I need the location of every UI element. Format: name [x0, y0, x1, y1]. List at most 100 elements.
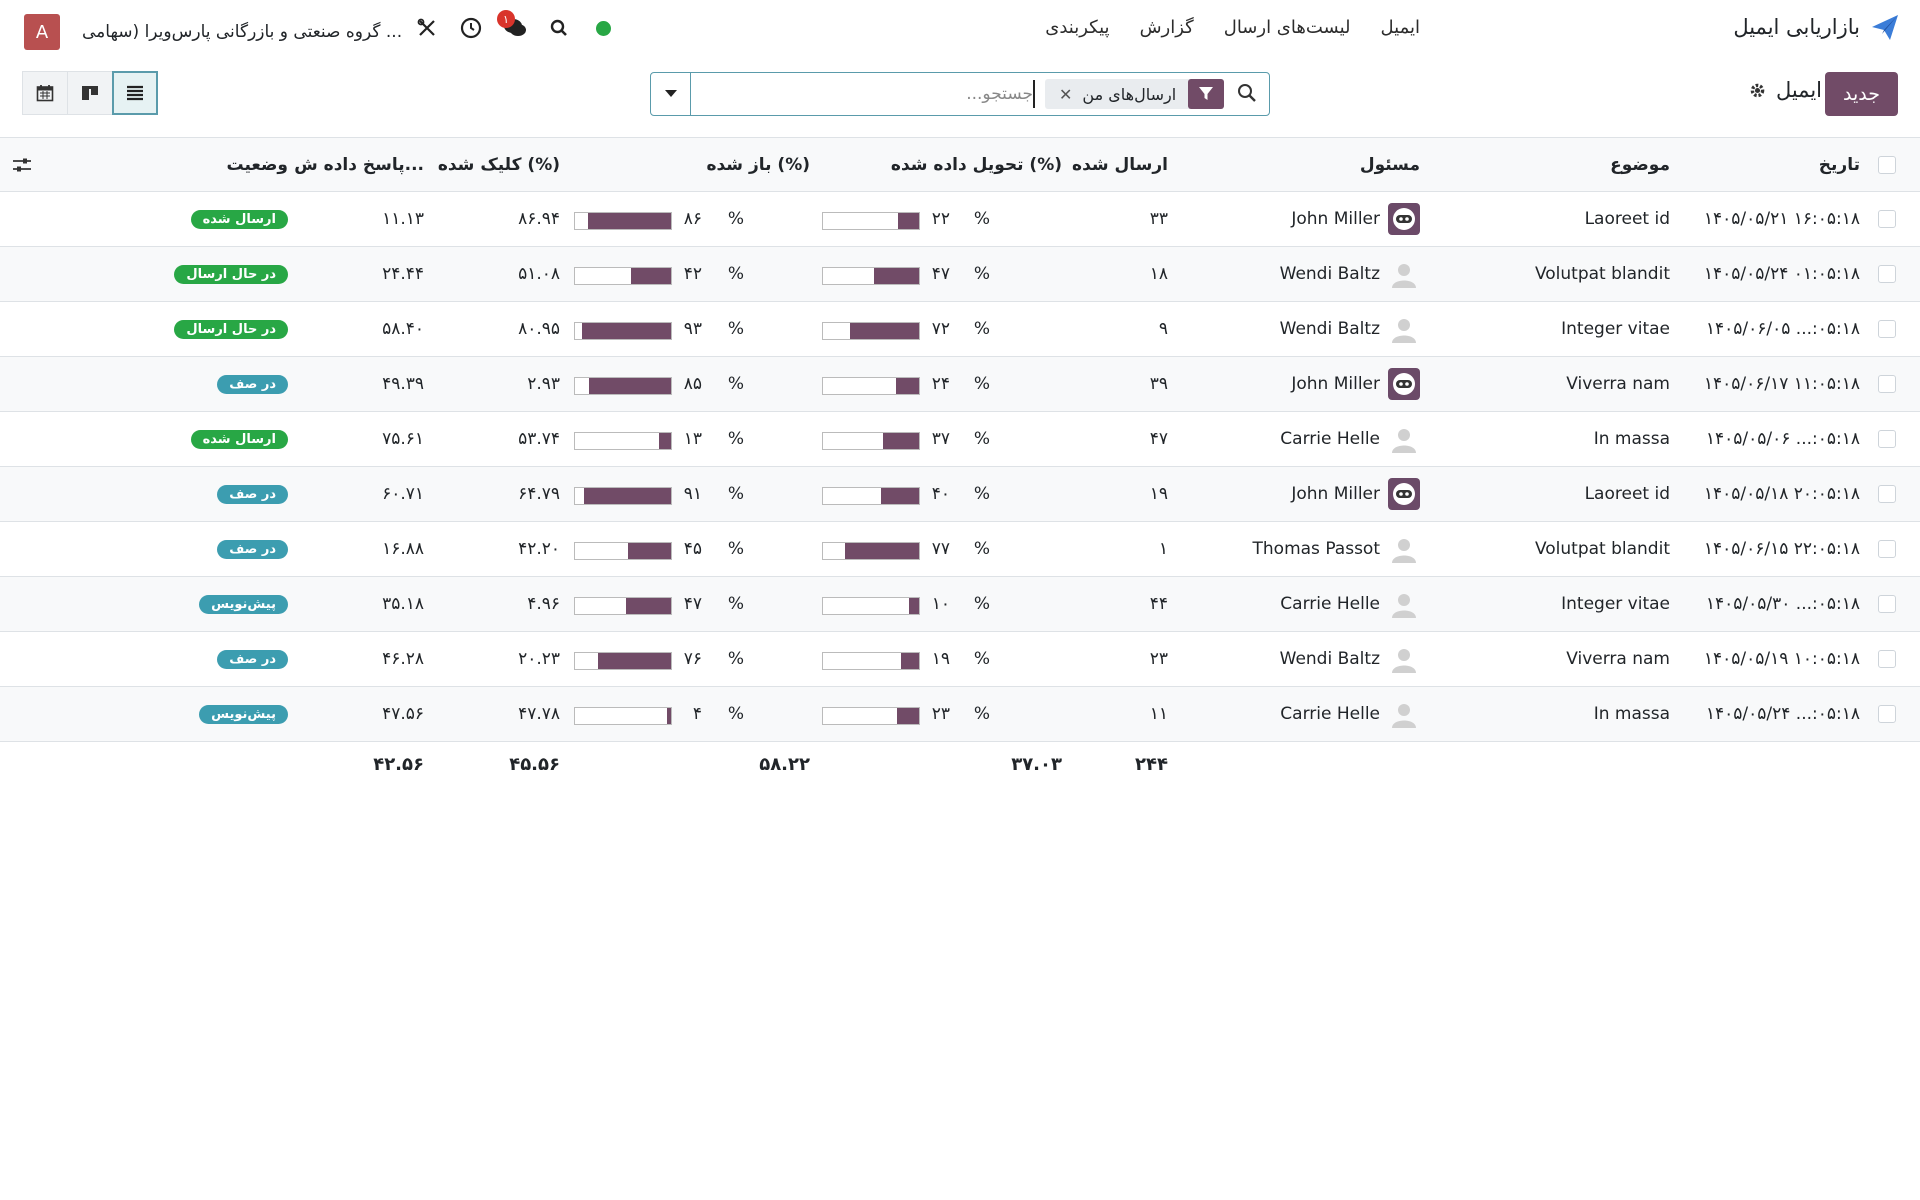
mailing-list-table: تاریخ موضوع مسئول ارسال شده تحویل داده ش…	[0, 138, 1920, 786]
row-checkbox[interactable]	[1878, 247, 1898, 301]
cell-opened-value: ۹۳	[683, 319, 702, 339]
col-header-subject[interactable]: موضوع	[1610, 154, 1670, 175]
table-row[interactable]: ۱۴۰۵/۰۶/۰۵ ...:۰۵:۱۸ Integer vitae Wendi B…	[0, 302, 1920, 357]
cell-subject: Laoreet id	[1584, 484, 1670, 504]
col-header-date[interactable]: تاریخ	[1818, 154, 1860, 175]
facet-remove-icon[interactable]: ✕	[1059, 84, 1073, 104]
table-row[interactable]: ۱۴۰۵/۰۵/۲۴ ...:۰۵:۱۸ In massa Carrie Helle…	[0, 687, 1920, 742]
cell-date: ۱۴۰۵/۰۵/۲۴ ۰۱:۰۵:۱۸	[1703, 264, 1860, 284]
main-menu: ایمیل لیست‌های ارسال گزارش پیکربندی	[1045, 17, 1420, 38]
table-row[interactable]: ۱۴۰۵/۰۶/۱۵ ۲۲:۰۵:۱۸ Volutpat blandit Thoma…	[0, 522, 1920, 577]
select-all-checkbox[interactable]	[1878, 138, 1898, 191]
table-row[interactable]: ۱۴۰۵/۰۵/۳۰ ...:۰۵:۱۸ Integer vitae Carrie …	[0, 577, 1920, 632]
search-input[interactable]	[695, 80, 1035, 108]
table-row[interactable]: ۱۴۰۵/۰۵/۰۶ ...:۰۵:۱۸ In massa Carrie Helle…	[0, 412, 1920, 467]
list-view-button[interactable]	[112, 71, 158, 115]
row-checkbox[interactable]	[1878, 192, 1898, 246]
responsible-name: John Miller	[1291, 209, 1380, 229]
search-dropdown-toggle[interactable]	[651, 73, 691, 115]
cell-date: ۱۴۰۵/۰۵/۳۰ ...:۰۵:۱۸	[1705, 594, 1860, 614]
cell-subject: In massa	[1593, 704, 1670, 724]
table-row[interactable]: ۱۴۰۵/۰۵/۲۱ ۱۶:۰۵:۱۸ Laoreet id John Miller…	[0, 192, 1920, 247]
cell-subject: Viverra nam	[1566, 649, 1670, 669]
search-button-icon[interactable]	[1237, 83, 1257, 108]
cell-sent: ۱۱	[1149, 704, 1168, 724]
cell-responsible: John Miller	[1291, 467, 1420, 521]
percent-sign: %	[973, 649, 990, 669]
menu-item-mailing-lists[interactable]: لیست‌های ارسال	[1223, 17, 1351, 38]
status-badge: پیش‌نویس	[199, 704, 288, 724]
cell-subject: Integer vitae	[1561, 594, 1670, 614]
app-brand[interactable]: بازاریابی ایمیل	[1733, 12, 1900, 42]
responsible-name: Wendi Baltz	[1279, 649, 1380, 669]
table-row[interactable]: ۱۴۰۵/۰۵/۲۴ ۰۱:۰۵:۱۸ Volutpat blandit Wendi…	[0, 247, 1920, 302]
cell-status: پیش‌نویس	[199, 687, 288, 741]
cell-sent: ۱۸	[1149, 264, 1168, 284]
cell-responsible: Carrie Helle	[1280, 577, 1420, 631]
row-checkbox[interactable]	[1878, 357, 1898, 411]
percent-sign: %	[973, 209, 990, 229]
cell-sent: ۱	[1158, 539, 1168, 559]
calendar-view-button[interactable]	[22, 71, 68, 115]
cell-replied: ۶۰.۷۱	[382, 484, 424, 504]
company-switcher[interactable]: گروه صنعتی و بازرگانی پارس‌ویرا (سهامی .…	[82, 22, 403, 42]
menu-item-reporting[interactable]: گزارش	[1139, 17, 1194, 38]
cell-delivered-value: ۱۹	[931, 649, 950, 669]
col-header-sent[interactable]: ارسال شده	[1072, 154, 1168, 175]
kanban-view-button[interactable]	[67, 71, 113, 115]
new-button[interactable]: جدید	[1825, 72, 1898, 116]
delivered-progress-fill	[895, 378, 919, 394]
control-panel: جدید ایمیل ارسال‌های من ✕	[0, 60, 1920, 138]
systray: ۱	[415, 10, 615, 40]
col-header-status[interactable]: وضعیت	[226, 154, 288, 175]
menu-item-email[interactable]: ایمیل	[1380, 17, 1420, 38]
cell-subject: Integer vitae	[1561, 319, 1670, 339]
tools-icon[interactable]	[415, 16, 439, 40]
total-replied: ۴۲.۵۶	[373, 753, 424, 775]
cell-sent: ۳۳	[1149, 209, 1168, 229]
percent-sign: %	[727, 649, 744, 669]
chat-icon[interactable]: ۱	[497, 10, 527, 40]
row-checkbox[interactable]	[1878, 577, 1898, 631]
delivered-progress-fill	[883, 433, 919, 449]
cell-opened-value: ۴۵	[683, 539, 702, 559]
col-header-responsible[interactable]: مسئول	[1359, 154, 1420, 175]
row-checkbox[interactable]	[1878, 302, 1898, 356]
row-checkbox[interactable]	[1878, 412, 1898, 466]
delivered-progress-bar	[822, 487, 920, 505]
row-checkbox[interactable]	[1878, 632, 1898, 686]
cell-subject: Volutpat blandit	[1534, 264, 1670, 284]
table-row[interactable]: ۱۴۰۵/۰۶/۱۷ ۱۱:۰۵:۱۸ Viverra nam John Mille…	[0, 357, 1920, 412]
opened-progress-fill	[589, 378, 671, 394]
cell-subject: Viverra nam	[1566, 374, 1670, 394]
cell-sent: ۱۹	[1149, 484, 1168, 504]
delivered-progress-bar	[822, 707, 920, 725]
cell-status: پیش‌نویس	[199, 577, 288, 631]
responsible-name: Thomas Passot	[1252, 539, 1380, 559]
percent-sign: %	[973, 704, 990, 724]
calendar-icon	[36, 85, 54, 102]
gear-icon[interactable]	[1749, 82, 1766, 99]
table-row[interactable]: ۱۴۰۵/۰۵/۱۸ ۲۰:۰۵:۱۸ Laoreet id John Miller…	[0, 467, 1920, 522]
optional-columns-icon[interactable]	[12, 138, 42, 191]
row-checkbox[interactable]	[1878, 687, 1898, 741]
col-header-opened[interactable]: باز شده (%)	[706, 154, 810, 175]
col-header-replied[interactable]: پاسخ داده ش...	[294, 154, 424, 175]
row-checkbox[interactable]	[1878, 522, 1898, 576]
notification-badge: ۱	[497, 10, 515, 28]
col-header-clicked[interactable]: کلیک شده (%)	[437, 154, 560, 175]
percent-sign: %	[973, 484, 990, 504]
clock-icon[interactable]	[459, 16, 483, 40]
search-icon[interactable]	[547, 16, 571, 40]
table-row[interactable]: ۱۴۰۵/۰۵/۱۹ ۱۰:۰۵:۱۸ Viverra nam Wendi Balt…	[0, 632, 1920, 687]
menu-item-configuration[interactable]: پیکربندی	[1045, 17, 1110, 38]
col-header-delivered[interactable]: تحویل داده شده (%)	[890, 154, 1062, 175]
search-panel: ارسال‌های من ✕	[650, 72, 1270, 116]
user-avatar[interactable]: A	[24, 14, 60, 50]
responsible-name: John Miller	[1291, 374, 1380, 394]
opened-progress-fill	[598, 653, 671, 669]
delivered-progress-bar	[822, 652, 920, 670]
percent-sign: %	[973, 264, 990, 284]
row-checkbox[interactable]	[1878, 467, 1898, 521]
opened-progress-bar	[574, 542, 672, 560]
